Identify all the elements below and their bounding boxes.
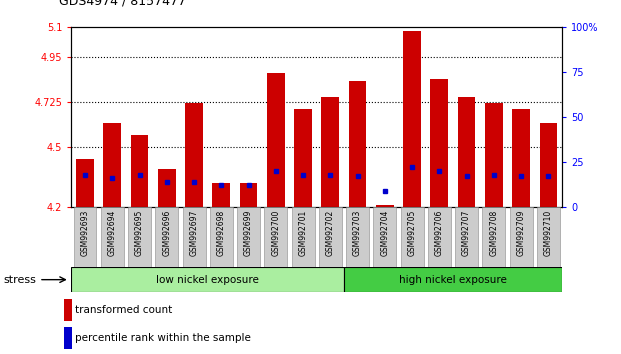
Bar <box>155 207 178 267</box>
Bar <box>294 109 312 207</box>
Bar <box>101 207 124 267</box>
Text: GSM992702: GSM992702 <box>326 210 335 256</box>
Text: GSM992697: GSM992697 <box>189 210 199 256</box>
Bar <box>74 207 96 267</box>
Text: GSM992700: GSM992700 <box>271 210 280 256</box>
Text: GSM992703: GSM992703 <box>353 210 362 256</box>
Bar <box>64 327 72 349</box>
Bar <box>458 97 476 207</box>
Text: GSM992701: GSM992701 <box>299 210 307 256</box>
Bar <box>512 109 530 207</box>
Bar <box>510 207 533 267</box>
Text: GSM992706: GSM992706 <box>435 210 444 256</box>
Bar <box>537 207 560 267</box>
Bar <box>104 123 121 207</box>
Bar <box>483 207 505 267</box>
Bar <box>76 159 94 207</box>
Bar <box>158 169 176 207</box>
Bar <box>237 207 260 267</box>
Text: GSM992693: GSM992693 <box>81 210 89 256</box>
Bar <box>71 267 344 292</box>
Text: GSM992710: GSM992710 <box>544 210 553 256</box>
Bar <box>401 207 424 267</box>
Text: GSM992709: GSM992709 <box>517 210 525 256</box>
Bar <box>540 123 557 207</box>
Text: low nickel exposure: low nickel exposure <box>156 275 259 285</box>
Bar <box>373 207 396 267</box>
Text: GSM992708: GSM992708 <box>489 210 499 256</box>
Bar <box>344 267 562 292</box>
Text: percentile rank within the sample: percentile rank within the sample <box>75 333 250 343</box>
Bar <box>322 97 339 207</box>
Text: GSM992707: GSM992707 <box>462 210 471 256</box>
Text: GSM992694: GSM992694 <box>108 210 117 256</box>
Bar <box>183 207 206 267</box>
Bar <box>376 205 394 207</box>
Bar <box>455 207 478 267</box>
Text: GSM992705: GSM992705 <box>407 210 417 256</box>
Bar <box>185 103 203 207</box>
Bar <box>485 103 503 207</box>
Bar <box>267 73 284 207</box>
Bar <box>292 207 314 267</box>
Text: GSM992704: GSM992704 <box>380 210 389 256</box>
Bar <box>349 81 366 207</box>
Text: stress: stress <box>3 275 36 285</box>
Text: transformed count: transformed count <box>75 304 172 315</box>
Bar <box>265 207 288 267</box>
Bar <box>346 207 369 267</box>
Text: high nickel exposure: high nickel exposure <box>399 275 507 285</box>
Bar <box>130 135 148 207</box>
Bar <box>212 183 230 207</box>
Bar <box>319 207 342 267</box>
Bar <box>428 207 451 267</box>
Text: GSM992696: GSM992696 <box>162 210 171 256</box>
Bar <box>210 207 233 267</box>
Text: GSM992699: GSM992699 <box>244 210 253 256</box>
Bar <box>403 30 421 207</box>
Text: GSM992698: GSM992698 <box>217 210 226 256</box>
Bar <box>64 298 72 321</box>
Bar <box>128 207 151 267</box>
Text: GDS4974 / 8157477: GDS4974 / 8157477 <box>59 0 186 7</box>
Bar <box>430 79 448 207</box>
Bar <box>240 183 258 207</box>
Text: GSM992695: GSM992695 <box>135 210 144 256</box>
